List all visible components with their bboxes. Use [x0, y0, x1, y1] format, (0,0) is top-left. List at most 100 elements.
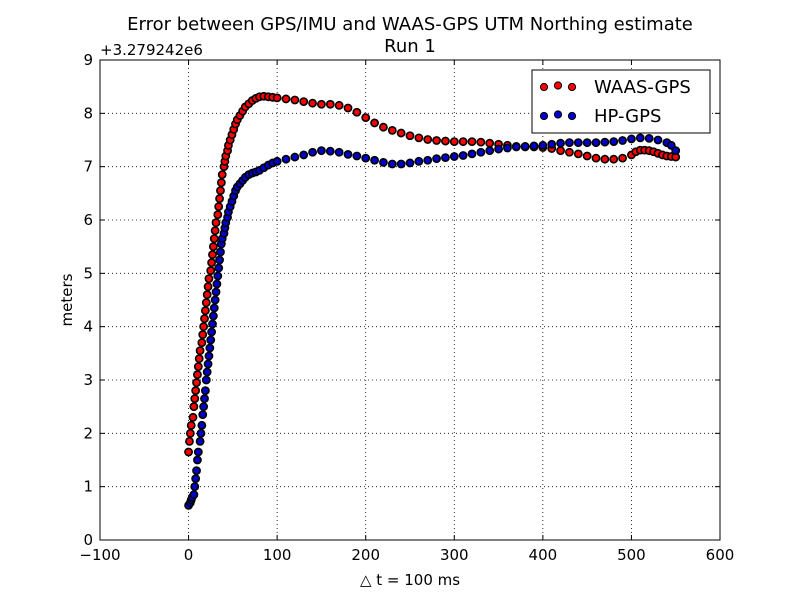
data-point — [591, 138, 601, 148]
data-point — [272, 93, 282, 103]
data-point — [217, 170, 227, 180]
data-point — [653, 135, 663, 145]
legend-label-hp: HP-GPS — [594, 106, 661, 127]
data-point — [618, 136, 627, 145]
x-tick-label: 300 — [440, 546, 469, 564]
data-point — [308, 98, 317, 108]
data-point — [200, 386, 210, 396]
y-tick-label: 8 — [83, 104, 93, 122]
data-point — [361, 153, 371, 163]
data-point — [216, 178, 226, 188]
data-point — [458, 137, 468, 146]
data-point — [206, 335, 216, 345]
data-point — [573, 138, 583, 148]
legend-marker-dot — [567, 82, 577, 92]
data-point — [556, 146, 565, 156]
data-point — [476, 147, 486, 157]
series-layer — [184, 91, 681, 510]
data-point — [414, 156, 424, 166]
legend-marker-dot — [567, 111, 577, 121]
legend-marker-dot — [539, 111, 549, 121]
data-point — [210, 295, 220, 305]
data-point — [195, 436, 205, 446]
data-point — [204, 351, 214, 361]
data-point — [635, 133, 645, 143]
y-tick-label: 5 — [83, 264, 93, 282]
data-point — [208, 250, 217, 260]
data-point — [197, 338, 207, 348]
data-point — [467, 149, 477, 159]
data-point — [387, 125, 397, 135]
data-point — [212, 279, 222, 289]
data-point — [211, 287, 221, 297]
data-point — [201, 375, 211, 385]
data-point — [205, 343, 215, 353]
x-tick-label: 400 — [529, 546, 558, 564]
data-point — [188, 412, 198, 422]
data-point — [190, 482, 200, 492]
data-point — [193, 370, 202, 380]
data-point — [191, 474, 201, 484]
data-point — [600, 137, 610, 147]
series-1 — [184, 133, 681, 510]
data-point — [627, 134, 636, 144]
data-point — [379, 157, 388, 167]
data-point — [299, 150, 309, 160]
data-point — [494, 144, 503, 154]
data-point — [582, 138, 592, 148]
data-point — [198, 410, 208, 420]
data-point — [208, 319, 217, 329]
data-point — [194, 354, 204, 364]
data-point — [485, 138, 495, 148]
data-point — [201, 298, 211, 308]
data-point — [198, 330, 208, 340]
data-point — [199, 402, 209, 412]
data-point — [200, 306, 210, 316]
series-0 — [184, 91, 681, 457]
data-point — [423, 155, 433, 165]
y-tick-label: 3 — [83, 371, 93, 389]
y-tick-label: 6 — [83, 211, 93, 229]
data-point — [485, 146, 495, 156]
data-point — [214, 202, 224, 212]
data-point — [423, 135, 433, 144]
data-point — [199, 322, 209, 332]
data-point — [203, 359, 213, 369]
data-point — [210, 226, 220, 236]
data-point — [573, 149, 583, 159]
data-point — [190, 394, 200, 404]
data-point — [207, 258, 216, 268]
data-point — [185, 428, 195, 438]
data-point — [204, 274, 214, 284]
data-point — [185, 436, 194, 446]
data-point — [547, 139, 557, 149]
x-axis-label: △ t = 100 ms — [360, 571, 460, 589]
data-point — [200, 314, 209, 324]
x-tick-labels: −100 0 100 200 300 400 500 600 — [79, 546, 734, 564]
chart-subtitle: Run 1 — [384, 36, 436, 57]
data-point — [538, 140, 548, 150]
data-point — [209, 234, 219, 244]
data-point — [671, 146, 681, 156]
legend: WAAS-GPS HP-GPS — [531, 69, 711, 134]
data-point — [644, 133, 654, 143]
data-point — [441, 153, 450, 162]
data-point — [215, 194, 224, 204]
data-point — [441, 136, 450, 146]
data-point — [317, 146, 326, 156]
data-point — [591, 153, 601, 163]
data-point — [209, 303, 219, 313]
data-point — [272, 156, 282, 166]
data-point — [520, 141, 530, 151]
data-point — [396, 159, 406, 169]
data-point — [203, 282, 213, 292]
legend-marker-dot — [553, 81, 563, 90]
data-point — [609, 137, 619, 146]
data-point — [202, 367, 212, 377]
data-point — [299, 97, 309, 106]
data-point — [370, 155, 379, 165]
data-point — [458, 151, 468, 160]
x-tick-label: 100 — [263, 546, 292, 564]
legend-box — [531, 69, 711, 134]
